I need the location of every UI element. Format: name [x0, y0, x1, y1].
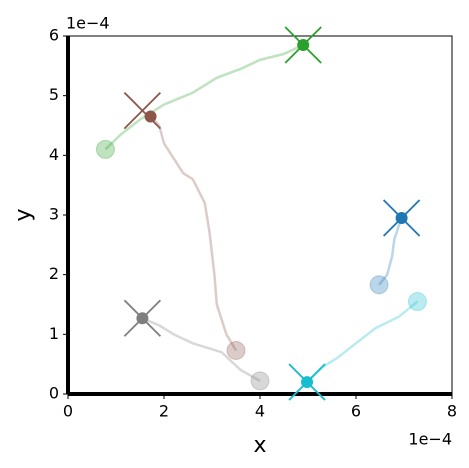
target-marker: [284, 26, 322, 64]
x-tick-label: 4: [255, 402, 265, 421]
y-tick-label: 0: [49, 384, 59, 403]
x-axis-label: x: [253, 433, 266, 458]
y-axis-label: y: [11, 208, 36, 221]
target-marker: [382, 199, 421, 237]
y-tick-label: 1: [49, 324, 59, 343]
trajectory-line: [104, 43, 304, 151]
start-point: [369, 275, 389, 295]
y-tick-label: 2: [49, 264, 59, 283]
target-marker: [288, 363, 326, 401]
trajectory-line: [378, 217, 403, 286]
x-tick-label: 6: [351, 402, 361, 421]
trajectory-line: [306, 300, 419, 383]
start-point: [226, 340, 246, 360]
start-point: [407, 292, 427, 312]
trajectory-line: [141, 317, 261, 382]
y-tick-label: 6: [49, 26, 59, 45]
x-tick-label: 8: [447, 402, 457, 421]
start-point: [250, 371, 270, 391]
plot-frame: [67, 35, 453, 395]
x-tick-label: 2: [159, 402, 169, 421]
y-tick-label: 4: [49, 145, 59, 164]
start-point: [95, 139, 115, 159]
y-tick-label: 3: [49, 205, 59, 224]
y-offset-label: 1e−4: [66, 14, 110, 33]
trajectory-line: [149, 115, 238, 352]
x-offset-label: 1e−4: [408, 430, 452, 449]
y-tick-label: 5: [49, 85, 59, 104]
x-tick-label: 0: [63, 402, 73, 421]
target-marker: [123, 299, 162, 337]
end-point: [144, 110, 157, 123]
target-marker: [123, 91, 162, 130]
